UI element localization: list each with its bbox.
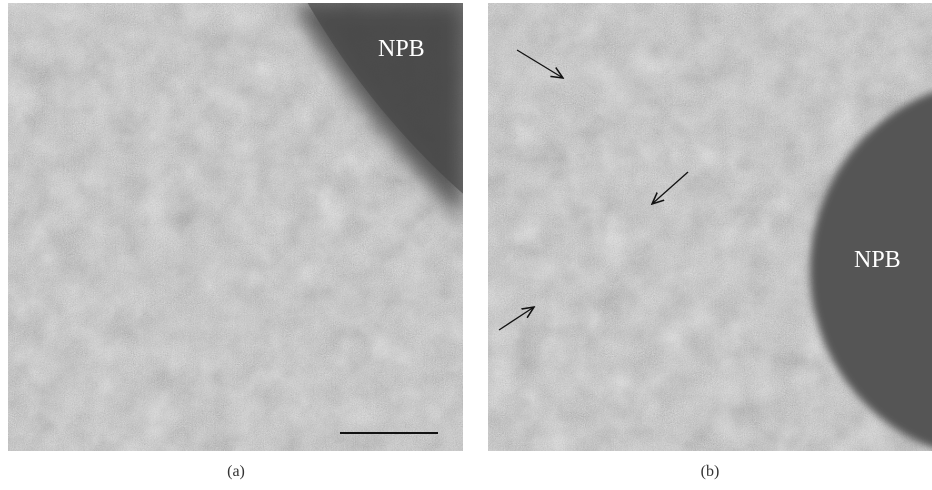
figure: NPB NPB (a) (b) bbox=[0, 0, 932, 490]
panel-caption: (a) bbox=[227, 463, 245, 480]
region-label: NPB bbox=[854, 247, 901, 273]
panel-a: NPB bbox=[8, 0, 470, 451]
panel-caption: (b) bbox=[701, 463, 720, 480]
region-label: NPB bbox=[378, 36, 425, 62]
panel-b: NPB bbox=[488, 3, 932, 460]
